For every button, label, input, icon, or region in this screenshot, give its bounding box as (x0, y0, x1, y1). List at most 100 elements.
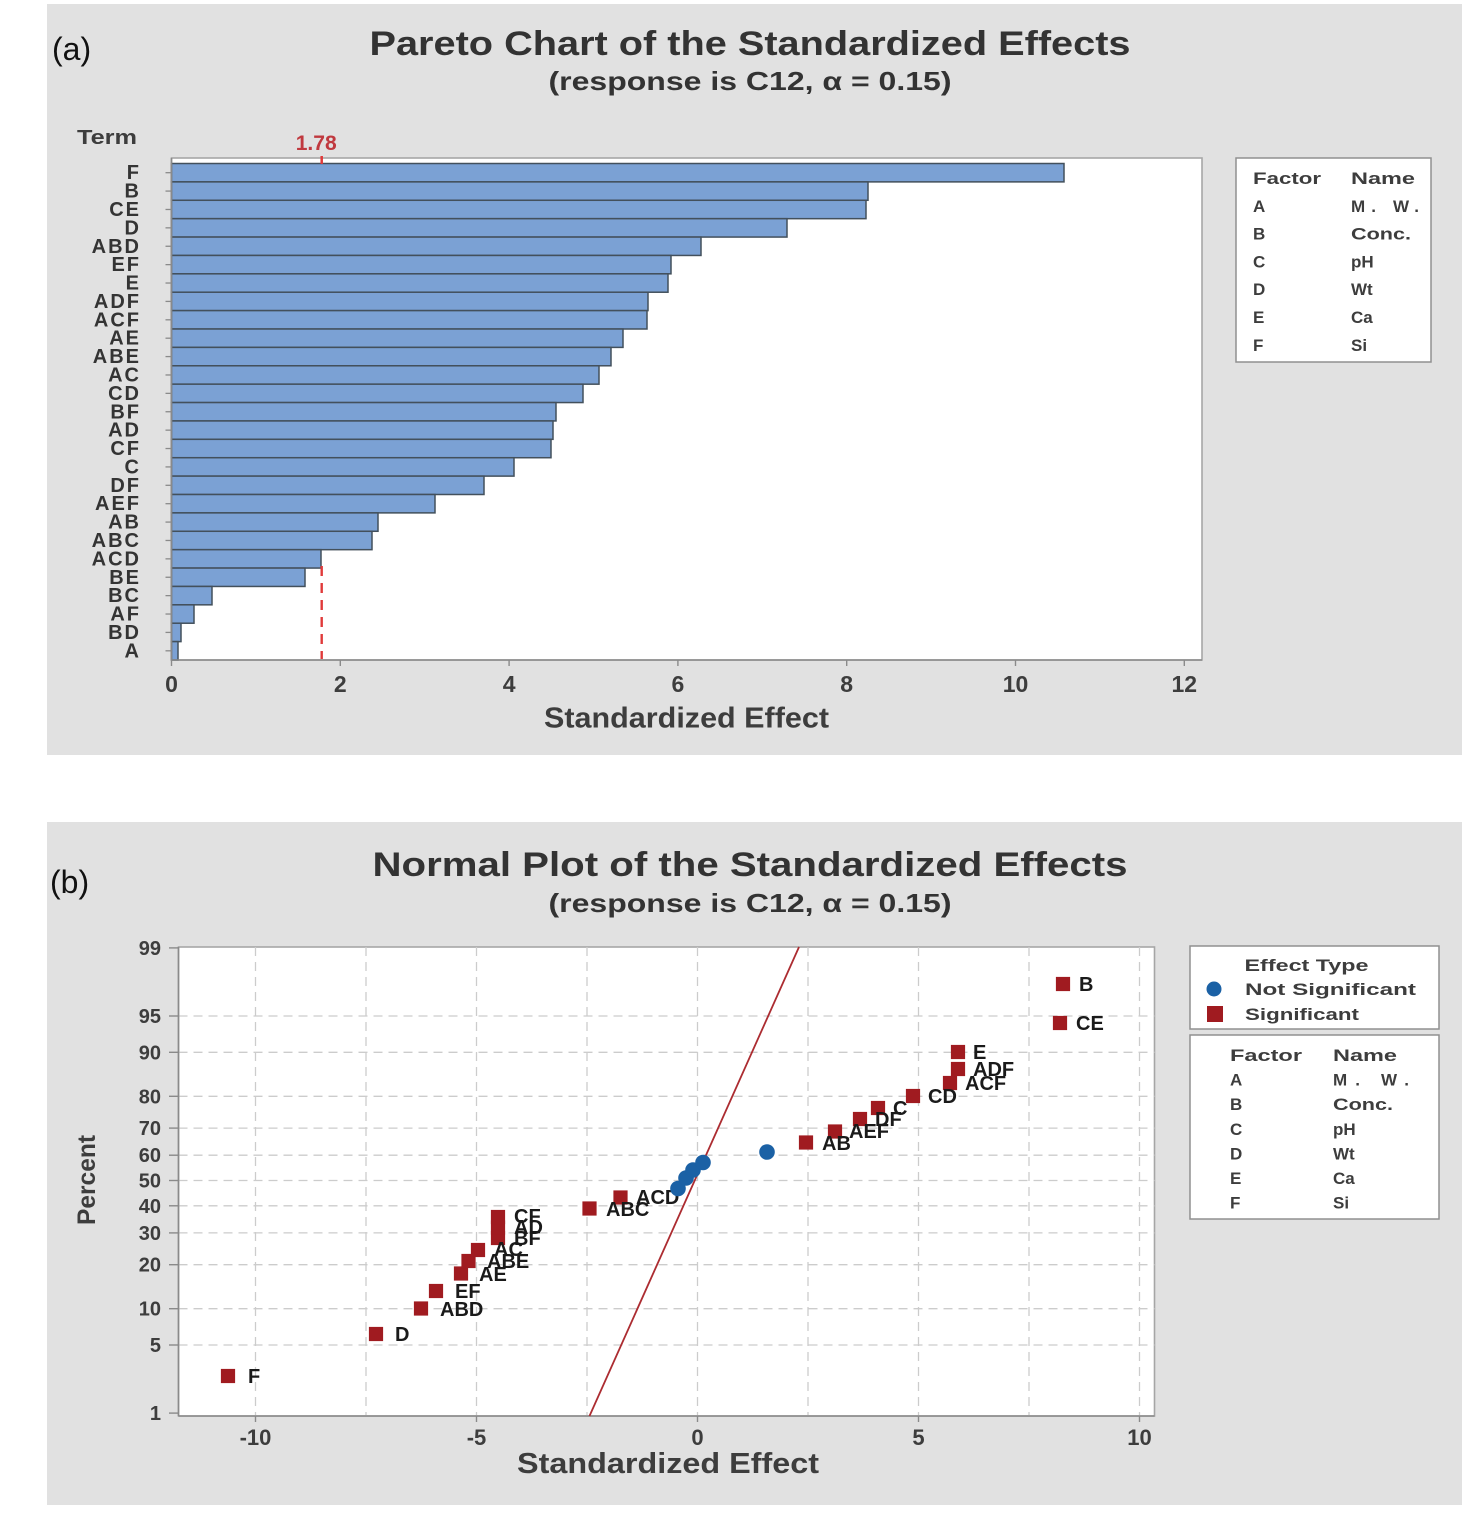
svg-text:ACF: ACF (965, 1073, 1006, 1095)
svg-text:Ca: Ca (1333, 1169, 1355, 1188)
svg-text:C: C (125, 456, 141, 478)
svg-text:Name: Name (1333, 1046, 1397, 1065)
svg-text:99: 99 (139, 938, 161, 960)
svg-text:F: F (248, 1366, 260, 1388)
svg-text:ABC: ABC (606, 1199, 649, 1221)
svg-text:pH: pH (1351, 252, 1374, 271)
svg-text:0: 0 (691, 1425, 703, 1450)
svg-text:Factor: Factor (1230, 1046, 1303, 1065)
svg-text:D: D (1253, 280, 1265, 299)
svg-text:10: 10 (139, 1299, 161, 1321)
svg-text:Pareto Chart of the Standardiz: Pareto Chart of the Standardized Effects (370, 25, 1131, 63)
svg-text:AE: AE (109, 328, 141, 350)
svg-text:D: D (395, 1324, 409, 1346)
svg-text:70: 70 (139, 1118, 161, 1140)
svg-text:Standardized Effect: Standardized Effect (517, 1448, 819, 1480)
svg-text:F: F (127, 162, 141, 184)
svg-text:E: E (1253, 308, 1264, 327)
svg-text:AB: AB (108, 512, 141, 534)
svg-text:Ca: Ca (1351, 308, 1373, 327)
svg-text:5: 5 (912, 1425, 924, 1450)
svg-text:ABD: ABD (440, 1299, 483, 1321)
svg-text:F: F (1230, 1194, 1240, 1213)
svg-text:95: 95 (139, 1006, 161, 1028)
svg-text:C: C (1253, 252, 1265, 271)
svg-text:AEF: AEF (95, 493, 141, 515)
svg-text:(response is C12, α = 0.15): (response is C12, α = 0.15) (549, 888, 952, 918)
svg-text:B: B (125, 181, 141, 203)
svg-text:-5: -5 (467, 1425, 487, 1450)
svg-text:AD: AD (514, 1217, 543, 1239)
svg-text:10: 10 (1127, 1425, 1151, 1450)
svg-text:CD: CD (928, 1086, 957, 1108)
svg-text:BF: BF (514, 1228, 541, 1250)
svg-text:4: 4 (503, 671, 516, 697)
svg-text:B: B (1230, 1095, 1242, 1114)
svg-text:ADF: ADF (94, 291, 141, 313)
svg-text:CE: CE (109, 199, 141, 221)
svg-text:ACD: ACD (92, 548, 141, 570)
svg-text:ACF: ACF (94, 309, 141, 331)
svg-text:Significant: Significant (1245, 1005, 1359, 1024)
svg-text:DF: DF (110, 475, 141, 497)
svg-text:10: 10 (1003, 671, 1029, 697)
svg-text:CD: CD (108, 383, 141, 405)
svg-text:DF: DF (875, 1109, 902, 1131)
svg-text:AC: AC (494, 1239, 523, 1261)
svg-text:50: 50 (139, 1171, 161, 1193)
svg-text:A: A (1230, 1071, 1242, 1090)
svg-text:BE: BE (109, 567, 141, 589)
svg-text:AF: AF (110, 604, 141, 626)
svg-text:(b): (b) (50, 864, 89, 900)
svg-text:40: 40 (139, 1196, 161, 1218)
svg-text:B: B (1079, 974, 1093, 996)
svg-text:5: 5 (150, 1335, 161, 1357)
svg-text:ADF: ADF (973, 1059, 1014, 1081)
svg-text:Effect Type: Effect Type (1245, 956, 1369, 975)
svg-text:1: 1 (150, 1403, 161, 1425)
svg-text:F: F (1253, 336, 1263, 355)
svg-text:CF: CF (110, 438, 141, 460)
svg-text:D: D (1230, 1144, 1242, 1163)
svg-text:pH: pH (1333, 1120, 1356, 1139)
svg-text:E: E (1230, 1169, 1241, 1188)
svg-text:8: 8 (840, 671, 853, 697)
svg-text:Not Significant: Not Significant (1245, 980, 1416, 999)
svg-text:EF: EF (455, 1281, 481, 1303)
svg-text:1.78: 1.78 (296, 132, 337, 155)
svg-text:ABE: ABE (93, 346, 141, 368)
svg-text:ACD: ACD (636, 1187, 679, 1209)
svg-text:Name: Name (1351, 169, 1415, 188)
svg-text:AC: AC (108, 364, 141, 386)
svg-text:Conc.: Conc. (1351, 225, 1411, 244)
svg-text:Factor: Factor (1253, 169, 1321, 188)
svg-text:CF: CF (514, 1206, 541, 1228)
svg-text:Si: Si (1333, 1194, 1349, 1213)
svg-text:A: A (1253, 197, 1265, 216)
svg-text:60: 60 (139, 1145, 161, 1167)
svg-text:C: C (893, 1098, 907, 1120)
svg-text:EF: EF (111, 254, 141, 276)
svg-text:Wt: Wt (1351, 280, 1373, 299)
svg-text:6: 6 (672, 671, 685, 697)
svg-text:C: C (1230, 1120, 1242, 1139)
svg-text:BD: BD (108, 622, 141, 644)
svg-text:90: 90 (139, 1042, 161, 1064)
svg-text:BC: BC (108, 585, 141, 607)
svg-text:Percent: Percent (73, 1134, 101, 1225)
svg-text:20: 20 (139, 1255, 161, 1277)
svg-text:-10: -10 (240, 1425, 272, 1450)
svg-text:B: B (1253, 225, 1265, 244)
svg-text:2: 2 (334, 671, 347, 697)
svg-text:AEF: AEF (849, 1121, 889, 1143)
svg-text:80: 80 (139, 1086, 161, 1108)
svg-text:E: E (126, 273, 141, 295)
svg-text:30: 30 (139, 1223, 161, 1245)
svg-text:Standardized Effect: Standardized Effect (544, 703, 829, 735)
svg-text:BF: BF (110, 401, 141, 423)
svg-text:0: 0 (165, 671, 178, 697)
svg-text:Si: Si (1351, 336, 1367, 355)
svg-text:AE: AE (479, 1264, 507, 1286)
svg-text:D: D (125, 217, 141, 239)
svg-text:AB: AB (822, 1133, 851, 1155)
